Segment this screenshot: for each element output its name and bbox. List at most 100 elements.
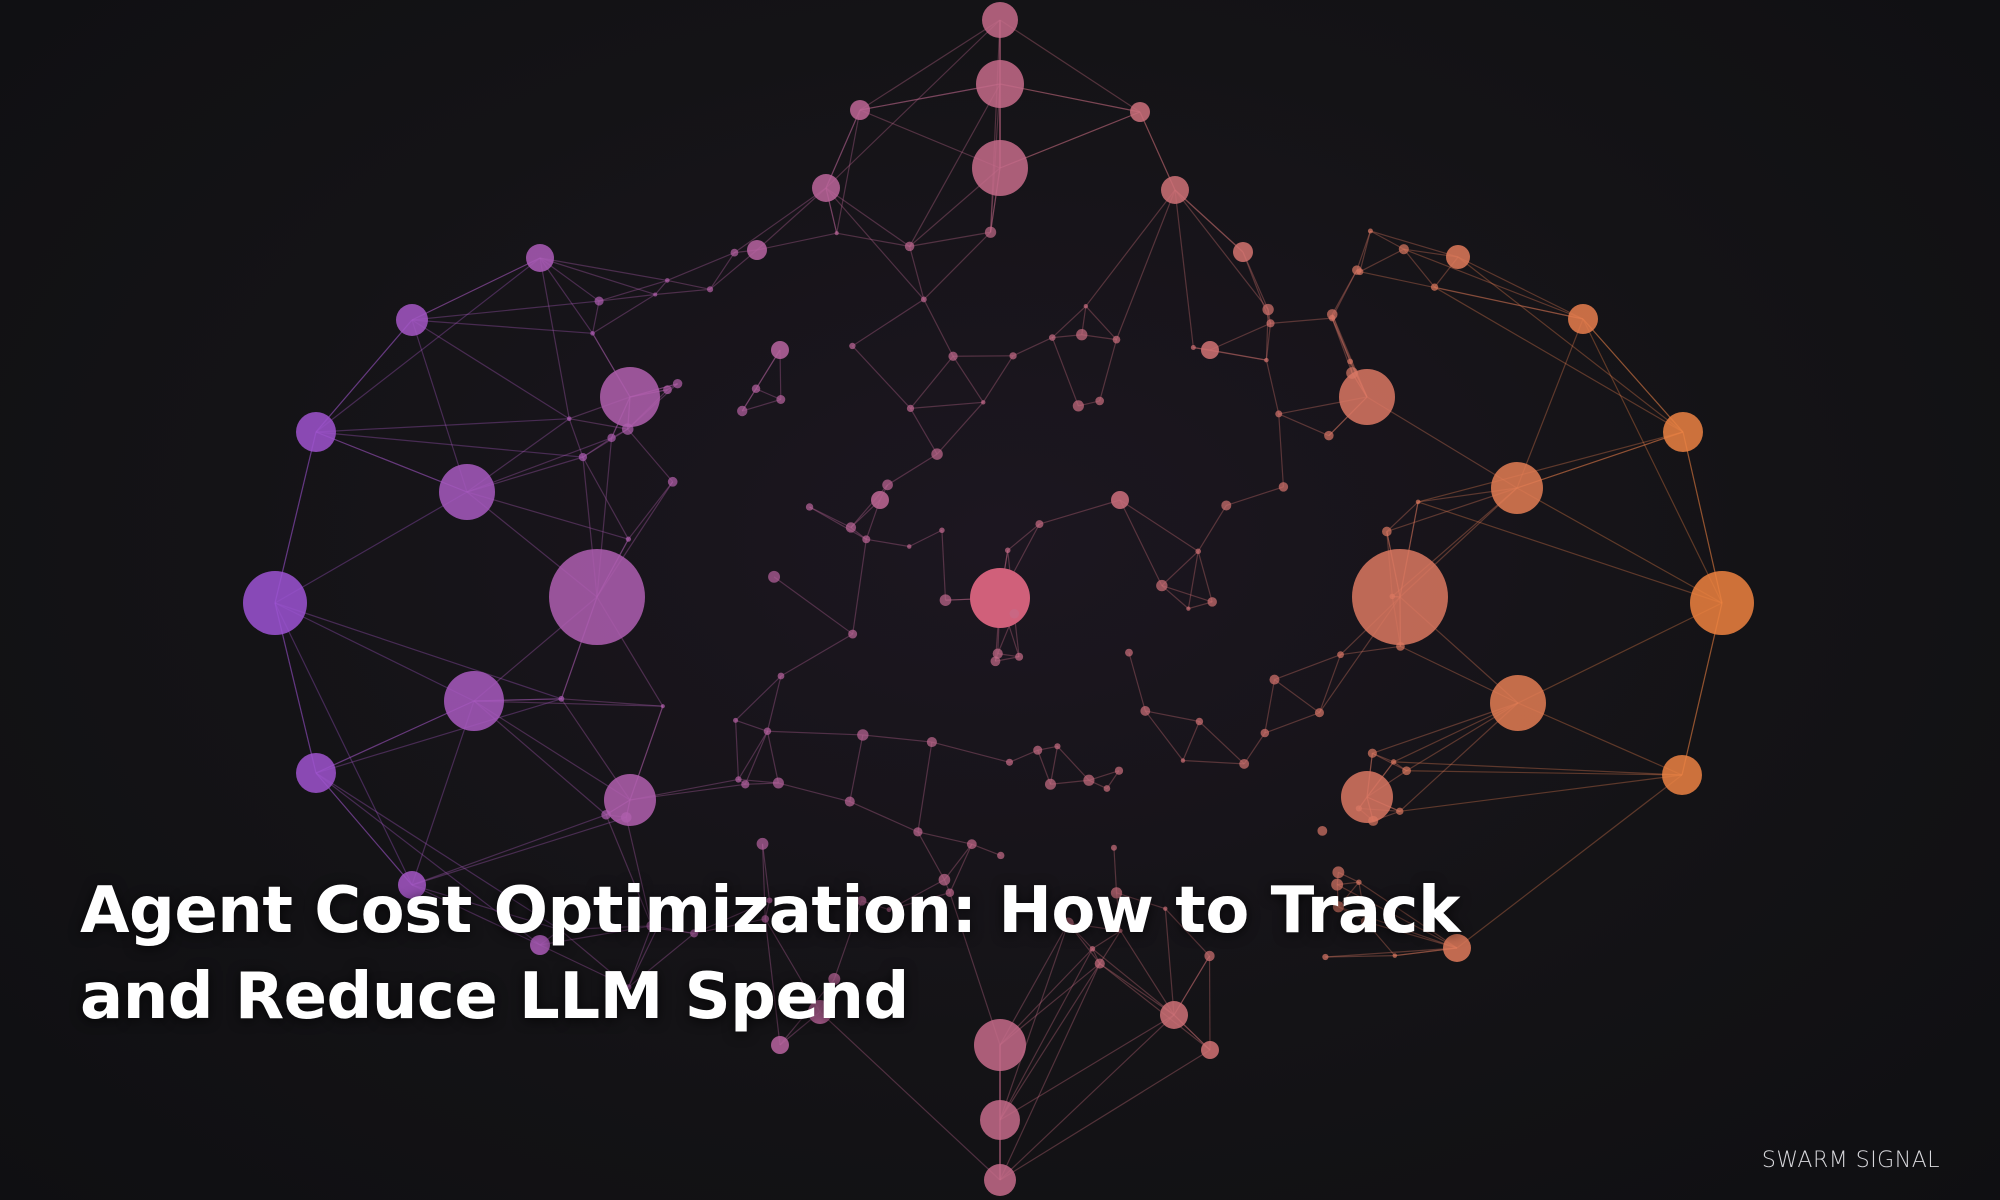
network-edge (1164, 908, 1175, 1016)
network-node (862, 535, 871, 544)
network-node (808, 1000, 832, 1024)
network-edge (1517, 702, 1683, 776)
network-edge (888, 892, 951, 911)
network-node (1368, 815, 1379, 826)
network-edge (999, 1049, 1211, 1181)
network-edge (1318, 654, 1342, 713)
network-node (1094, 958, 1105, 969)
network-edge (851, 345, 911, 409)
network-edge (1209, 349, 1267, 361)
network-node (984, 226, 997, 238)
network-edge (1067, 922, 1093, 950)
network-node (1662, 755, 1702, 795)
network-edge (559, 929, 629, 988)
network-edge (1457, 256, 1684, 433)
network-node (1130, 102, 1150, 122)
network-node (857, 729, 869, 741)
network-node (761, 915, 770, 923)
network-node (1233, 242, 1253, 262)
network-edge (1406, 770, 1683, 776)
network-edge (1331, 269, 1358, 315)
network-node (913, 827, 923, 837)
network-edge (1092, 930, 1121, 950)
network-node (733, 717, 739, 723)
network-node (1390, 759, 1397, 765)
network-edge (1039, 499, 1121, 525)
network-nodes (243, 2, 1754, 1196)
network-edge (1359, 271, 1584, 320)
network-edge (943, 843, 973, 881)
network-node (1110, 887, 1123, 899)
network-edge (888, 879, 945, 911)
network-edge (655, 288, 711, 296)
network-node (1262, 303, 1274, 316)
network-edge (693, 899, 770, 934)
network-node (771, 341, 789, 359)
network-edge (949, 892, 1001, 1046)
network-edge (1115, 189, 1176, 340)
network-edge (1119, 930, 1175, 1016)
network-edge (1403, 248, 1436, 288)
network-edge (917, 741, 933, 832)
network-node (1381, 526, 1392, 537)
network-edge (1270, 317, 1333, 324)
network-edge (917, 831, 972, 845)
network-node (907, 544, 912, 549)
network-node (805, 503, 814, 511)
network-edge (910, 401, 984, 410)
network-edge (1372, 752, 1407, 772)
network-edge (539, 944, 629, 988)
network-node (1180, 758, 1186, 763)
network-edge (539, 257, 570, 419)
network-node (1140, 706, 1151, 716)
network-node (972, 140, 1028, 196)
network-edge (539, 257, 656, 296)
network-edge (738, 778, 779, 784)
network-edge (1359, 248, 1405, 273)
network-node (1430, 283, 1439, 291)
network-edge (709, 249, 758, 290)
network-edge (315, 772, 561, 931)
network-edge (605, 814, 653, 927)
network-edge (923, 299, 954, 357)
network-edge (1051, 337, 1079, 407)
network-edge (1399, 774, 1683, 812)
network-edge (1278, 413, 1285, 487)
network-edge (1182, 759, 1245, 765)
network-edge (539, 925, 652, 946)
network-edge (1274, 654, 1341, 681)
network-edge (1365, 921, 1396, 957)
network-edge (1517, 602, 1723, 704)
network-node (1204, 950, 1215, 962)
network-node (1076, 329, 1088, 341)
network-node (398, 871, 426, 899)
network-edge (1197, 505, 1227, 552)
network-edge (836, 232, 910, 247)
network-node (601, 809, 611, 820)
network-edge (411, 257, 541, 321)
network-node (1324, 430, 1334, 441)
network-node (1083, 304, 1089, 309)
network-edge (836, 109, 861, 234)
network-edge (1068, 922, 1121, 932)
network-node (1054, 743, 1061, 750)
network-node (1186, 606, 1191, 611)
network-edge (908, 529, 943, 548)
network-edge (1037, 750, 1052, 785)
network-node (1278, 482, 1289, 492)
network-edge (825, 109, 861, 189)
network-node (1389, 593, 1396, 600)
network-edge (1264, 712, 1320, 734)
network-node (706, 286, 714, 293)
network-node (1392, 953, 1398, 958)
title-line-2: and Reduce LLM Spend (80, 960, 909, 1034)
network-node (620, 812, 632, 823)
network-edge (1144, 710, 1184, 761)
network-edge (1099, 339, 1118, 402)
network-edge (1085, 305, 1117, 341)
network-node (1331, 878, 1344, 891)
network-edge (1119, 499, 1163, 586)
network-edge (809, 506, 867, 540)
network-edge (1278, 413, 1330, 437)
